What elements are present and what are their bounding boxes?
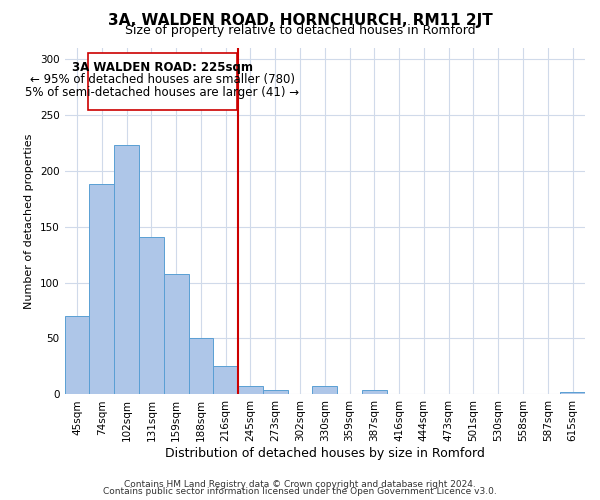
Bar bbox=[164, 274, 188, 394]
Bar bbox=[89, 184, 114, 394]
Bar bbox=[114, 145, 139, 394]
Bar bbox=[362, 390, 387, 394]
Text: ← 95% of detached houses are smaller (780): ← 95% of detached houses are smaller (78… bbox=[30, 73, 295, 86]
Bar bbox=[313, 386, 337, 394]
X-axis label: Distribution of detached houses by size in Romford: Distribution of detached houses by size … bbox=[165, 447, 485, 460]
FancyBboxPatch shape bbox=[88, 53, 237, 110]
Bar bbox=[213, 366, 238, 394]
Text: Size of property relative to detached houses in Romford: Size of property relative to detached ho… bbox=[125, 24, 475, 37]
Text: Contains public sector information licensed under the Open Government Licence v3: Contains public sector information licen… bbox=[103, 488, 497, 496]
Bar bbox=[263, 390, 287, 394]
Bar bbox=[238, 386, 263, 394]
Bar bbox=[560, 392, 585, 394]
Text: Contains HM Land Registry data © Crown copyright and database right 2024.: Contains HM Land Registry data © Crown c… bbox=[124, 480, 476, 489]
Text: 3A, WALDEN ROAD, HORNCHURCH, RM11 2JT: 3A, WALDEN ROAD, HORNCHURCH, RM11 2JT bbox=[107, 12, 493, 28]
Bar bbox=[188, 338, 213, 394]
Bar bbox=[139, 236, 164, 394]
Text: 5% of semi-detached houses are larger (41) →: 5% of semi-detached houses are larger (4… bbox=[25, 86, 299, 98]
Y-axis label: Number of detached properties: Number of detached properties bbox=[25, 134, 34, 308]
Bar bbox=[65, 316, 89, 394]
Text: 3A WALDEN ROAD: 225sqm: 3A WALDEN ROAD: 225sqm bbox=[72, 61, 253, 74]
